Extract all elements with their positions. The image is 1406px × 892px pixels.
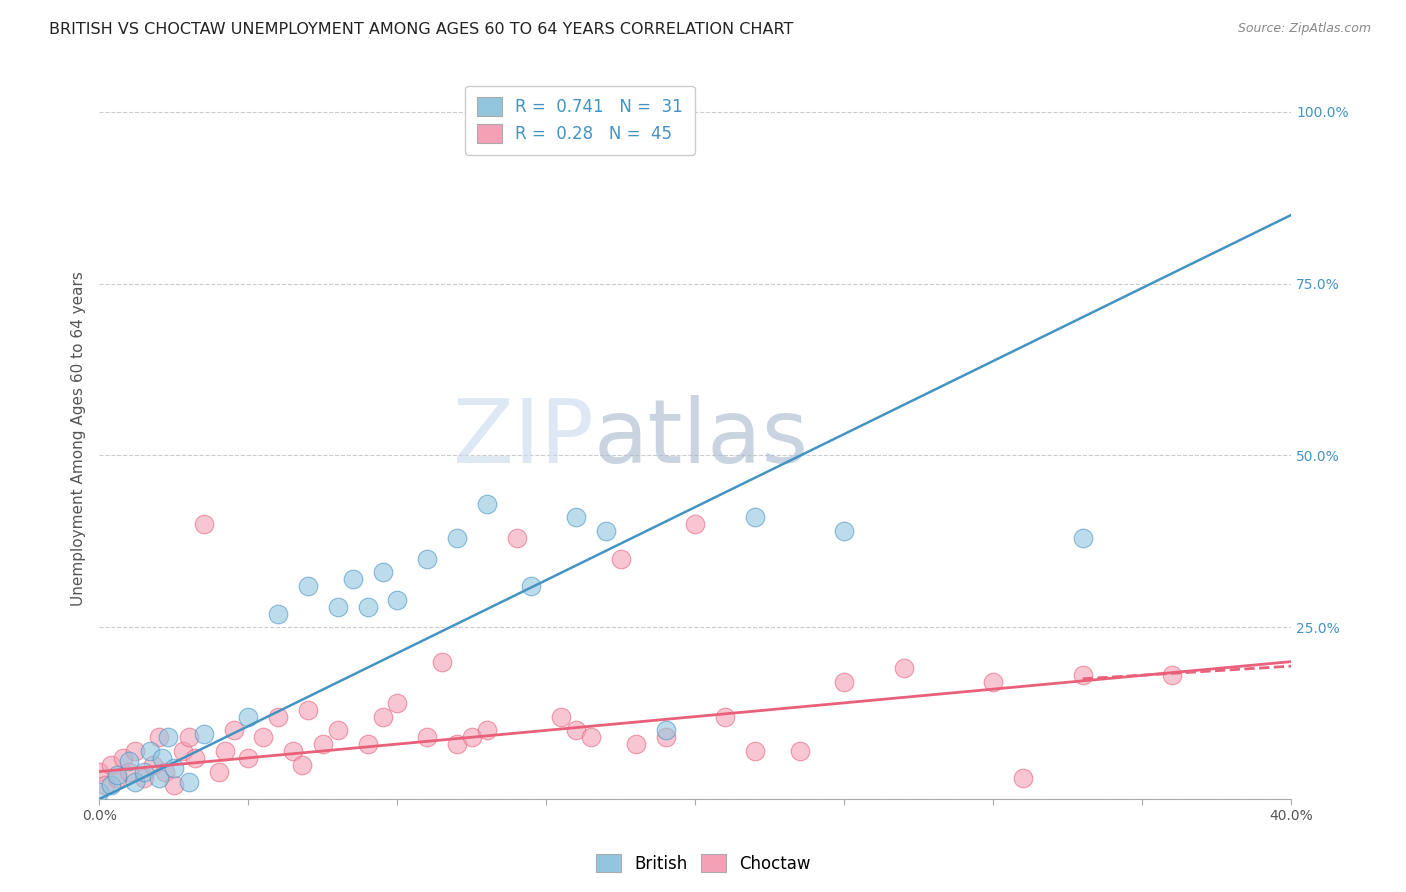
Point [148, 772, 170, 786]
Point [252, 730, 274, 744]
Point [326, 599, 349, 614]
Point [416, 730, 439, 744]
Point [214, 744, 236, 758]
Point [134, 772, 156, 786]
Point [326, 723, 349, 738]
Point [124, 775, 146, 789]
Point [579, 730, 602, 744]
Point [142, 757, 165, 772]
Point [744, 744, 766, 758]
Point [565, 723, 588, 738]
Point [446, 531, 468, 545]
Point [100, 778, 122, 792]
Point [124, 744, 146, 758]
Point [297, 703, 319, 717]
Point [475, 723, 498, 738]
Point [475, 497, 498, 511]
Point [193, 727, 215, 741]
Point [238, 751, 260, 765]
Point [281, 744, 304, 758]
Point [238, 709, 260, 723]
Point [112, 751, 135, 765]
Text: atlas: atlas [595, 395, 810, 482]
Point [153, 764, 176, 779]
Point [163, 778, 186, 792]
Point [356, 737, 378, 751]
Point [356, 599, 378, 614]
Point [371, 709, 394, 723]
Point [834, 524, 856, 538]
Point [267, 709, 290, 723]
Point [156, 730, 179, 744]
Point [610, 551, 633, 566]
Point [139, 744, 162, 758]
Point [1161, 668, 1184, 682]
Point [416, 551, 439, 566]
Point [148, 730, 170, 744]
Point [550, 709, 572, 723]
Point [387, 696, 409, 710]
Point [505, 531, 527, 545]
Point [297, 579, 319, 593]
Point [222, 723, 245, 738]
Text: ZIP: ZIP [453, 395, 595, 482]
Point [624, 737, 647, 751]
Point [387, 592, 409, 607]
Point [654, 723, 676, 738]
Point [184, 751, 207, 765]
Point [565, 510, 588, 524]
Point [89, 764, 111, 779]
Point [595, 524, 617, 538]
Point [744, 510, 766, 524]
Point [89, 785, 111, 799]
Point [714, 709, 737, 723]
Point [1012, 772, 1035, 786]
Point [94, 778, 117, 792]
Point [520, 579, 543, 593]
Text: Source: ZipAtlas.com: Source: ZipAtlas.com [1237, 22, 1371, 36]
Y-axis label: Unemployment Among Ages 60 to 64 years: Unemployment Among Ages 60 to 64 years [72, 271, 86, 606]
Point [371, 566, 394, 580]
Point [100, 757, 122, 772]
Point [193, 517, 215, 532]
Point [461, 730, 484, 744]
Text: BRITISH VS CHOCTAW UNEMPLOYMENT AMONG AGES 60 TO 64 YEARS CORRELATION CHART: BRITISH VS CHOCTAW UNEMPLOYMENT AMONG AG… [49, 22, 793, 37]
Point [105, 768, 128, 782]
Point [172, 744, 194, 758]
Point [312, 737, 335, 751]
Point [118, 754, 141, 768]
Point [342, 572, 364, 586]
Point [685, 517, 707, 532]
Point [150, 751, 173, 765]
Point [430, 655, 453, 669]
Point [118, 764, 141, 779]
Point [983, 675, 1005, 690]
Point [834, 675, 856, 690]
Point [207, 764, 229, 779]
Point [789, 744, 811, 758]
Point [177, 775, 200, 789]
Legend: British, Choctaw: British, Choctaw [589, 847, 817, 880]
Point [1071, 531, 1094, 545]
Point [105, 772, 128, 786]
Point [1071, 668, 1094, 682]
Point [893, 661, 915, 675]
Point [267, 607, 290, 621]
Point [654, 730, 676, 744]
Legend: R =  0.741   N =  31, R =  0.28   N =  45: R = 0.741 N = 31, R = 0.28 N = 45 [465, 86, 695, 155]
Point [134, 764, 156, 779]
Point [177, 730, 200, 744]
Point [446, 737, 468, 751]
Point [291, 757, 314, 772]
Point [163, 761, 186, 775]
